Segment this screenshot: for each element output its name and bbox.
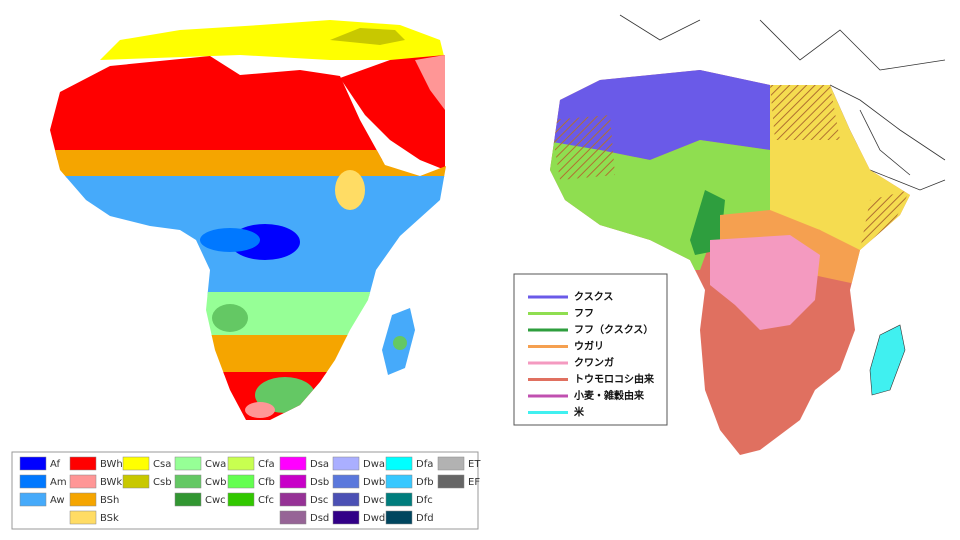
legend-label: BWh	[100, 459, 123, 470]
legend-swatch	[332, 456, 360, 471]
legend-swatch	[69, 456, 97, 471]
legend-label: Am	[50, 477, 67, 488]
climate-map	[50, 15, 446, 420]
legend-label: Dfc	[416, 495, 433, 506]
legend-label: Dwd	[363, 513, 385, 524]
legend-swatch	[385, 474, 413, 489]
legend-label: Dsc	[310, 495, 328, 506]
legend-label: Cwc	[205, 495, 226, 506]
legend-label: Dwc	[363, 495, 384, 506]
legend-swatch	[122, 474, 150, 489]
legend-swatch	[19, 474, 47, 489]
legend-swatch	[279, 474, 307, 489]
legend-label: Aw	[50, 495, 65, 506]
legend-swatch	[332, 510, 360, 525]
legend-swatch	[227, 456, 255, 471]
legend-label: Dfa	[416, 459, 433, 470]
legend-label: ウガリ	[574, 340, 604, 353]
legend-label: Af	[50, 459, 60, 470]
food-legend-box	[513, 273, 668, 426]
legend-label: Dwb	[363, 477, 385, 488]
legend-swatch	[174, 492, 202, 507]
legend-label: Cwa	[205, 459, 226, 470]
legend-label: Dfb	[416, 477, 434, 488]
legend-swatch	[332, 474, 360, 489]
legend-label: ET	[468, 459, 481, 470]
legend-label: Dsa	[310, 459, 329, 470]
legend-swatch	[19, 492, 47, 507]
legend-swatch	[227, 492, 255, 507]
legend-swatch	[279, 492, 307, 507]
legend-label: Cfa	[258, 459, 275, 470]
legend-label: Dsd	[310, 513, 329, 524]
legend-swatch	[385, 492, 413, 507]
legend-swatch	[122, 456, 150, 471]
legend-label: クワンガ	[574, 356, 614, 369]
legend-label: Dsb	[310, 477, 329, 488]
legend-label: BWk	[100, 477, 122, 488]
legend-label: クスクス	[574, 291, 613, 303]
legend-swatch	[69, 492, 97, 507]
legend-swatch	[332, 492, 360, 507]
legend-label: Dwa	[363, 459, 385, 470]
legend-swatch	[385, 456, 413, 471]
legend-swatch	[437, 456, 465, 471]
legend-label: BSh	[100, 495, 119, 506]
legend-label: Cfb	[258, 477, 275, 488]
legend-swatch	[174, 474, 202, 489]
legend-swatch	[69, 510, 97, 525]
legend-label: Cwb	[205, 477, 227, 488]
legend-swatch	[69, 474, 97, 489]
legend-swatch	[19, 456, 47, 471]
legend-label: EF	[468, 477, 480, 488]
legend-label: Csb	[153, 477, 172, 488]
legend-swatch	[227, 474, 255, 489]
legend-label: Csa	[153, 459, 171, 470]
legend-swatch	[437, 474, 465, 489]
legend-swatch	[279, 510, 307, 525]
climate-legend: Af Am Aw BWh BWk BSh BSk Csa Csb Cwa Cwb Cwc Cfa Cfb C…	[19, 456, 481, 525]
legend-label: Cfc	[258, 495, 274, 506]
legend-label: トウモロコシ由来	[574, 373, 655, 386]
legend-label: 小麦・雑穀由来	[573, 389, 645, 402]
legend-label: フフ	[574, 308, 594, 320]
legend-label: 米	[574, 406, 585, 419]
legend-swatch	[279, 456, 307, 471]
legend-label: BSk	[100, 513, 119, 524]
legend-label: Dfd	[416, 513, 434, 524]
legend-swatch	[174, 456, 202, 471]
legend-swatch	[385, 510, 413, 525]
legend-label: フフ（クスクス）	[574, 323, 653, 336]
